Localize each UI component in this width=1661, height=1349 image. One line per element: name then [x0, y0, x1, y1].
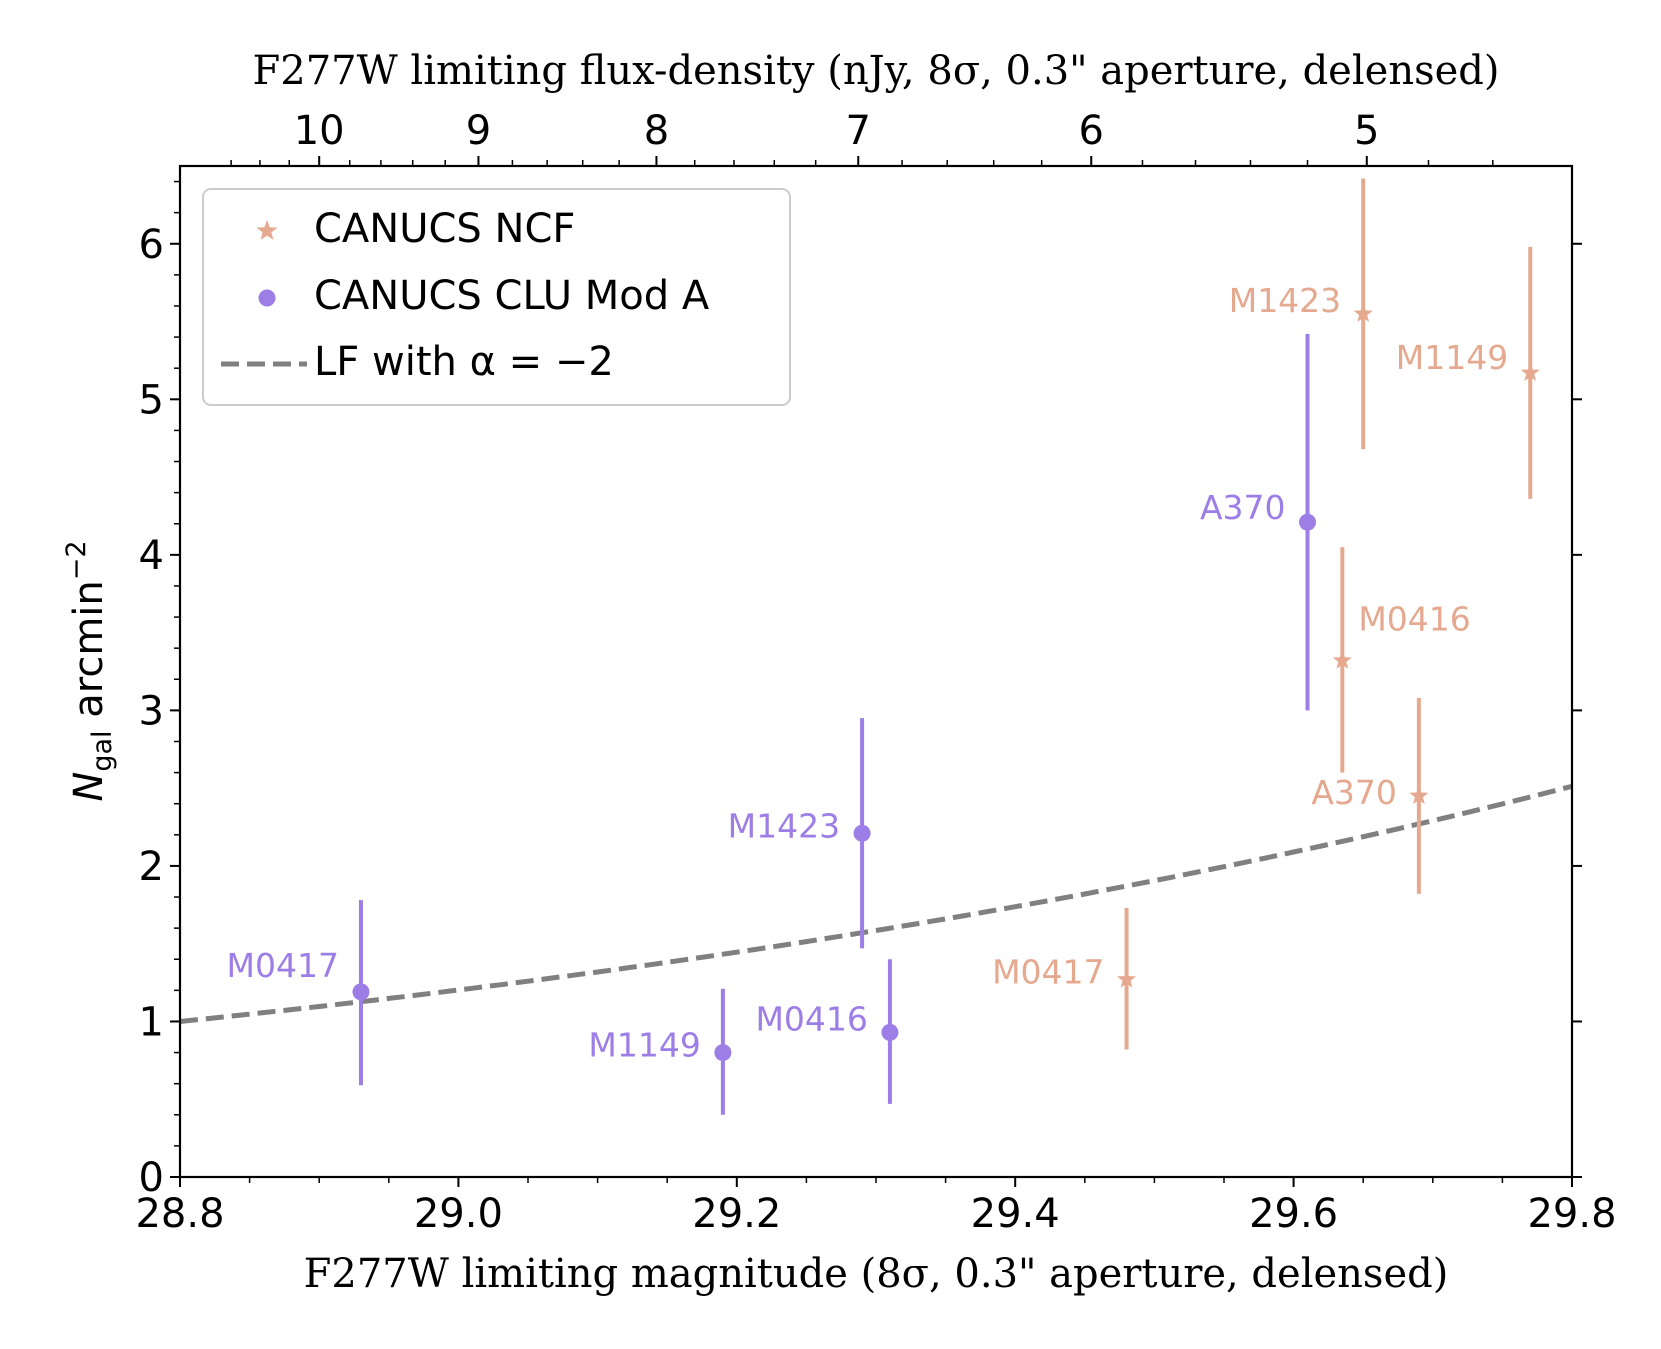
y-label-sup: −2	[61, 540, 92, 580]
lf-curve	[180, 783, 1572, 1024]
point-label: M0417	[226, 946, 338, 985]
legend: CANUCS NCF CANUCS CLU Mod A LF with α = …	[202, 188, 791, 406]
y-tick-label: 5	[139, 377, 164, 423]
legend-star-marker	[256, 220, 278, 240]
point-label: M0417	[992, 952, 1104, 991]
x-axis-label: F277W limiting magnitude (8σ, 0.3" apert…	[304, 1251, 1449, 1297]
top-tick-label: 10	[294, 108, 345, 154]
x-tick-label: 28.8	[135, 1191, 224, 1237]
point-label: M1149	[588, 1026, 700, 1065]
y-tick-label: 3	[139, 688, 164, 734]
plot-area	[180, 178, 1572, 1115]
point-label: M1423	[1229, 281, 1341, 320]
y-tick-label: 2	[139, 844, 164, 890]
x-tick-label: 29.2	[692, 1191, 781, 1237]
point-label: M1149	[1396, 338, 1508, 377]
data-markers	[352, 303, 1540, 1062]
y-axis-label: Ngal arcmin−2	[61, 540, 118, 801]
point-labels: M1423 M1149 M0416 A370 M0417 A370 M1423 M0417 M1…	[226, 281, 1508, 1065]
y-tick-label: 0	[139, 1155, 164, 1201]
y-tick-label: 6	[139, 222, 164, 268]
point-label: A370	[1311, 773, 1397, 812]
circle-marker	[1299, 513, 1317, 531]
svg-text:Ngal arcmin−2: Ngal arcmin−2	[61, 540, 118, 801]
legend-label-lf: LF with α = −2	[314, 339, 614, 385]
circle-marker	[881, 1023, 899, 1041]
x-tick-label: 29.6	[1249, 1191, 1338, 1237]
top-tick-label: 6	[1079, 108, 1104, 154]
circle-marker	[352, 983, 370, 1001]
top-tick-label: 7	[846, 108, 871, 154]
legend-label-clu: CANUCS CLU Mod A	[314, 273, 710, 319]
star-marker	[1353, 303, 1373, 322]
top-tick-label: 9	[466, 108, 491, 154]
x-tick-label: 29.4	[971, 1191, 1060, 1237]
legend-label-ncf: CANUCS NCF	[314, 206, 575, 252]
point-label: M1423	[728, 806, 840, 845]
y-tick-label: 4	[139, 533, 164, 579]
y-label-rest: arcmin	[66, 580, 112, 730]
star-marker	[1520, 362, 1540, 381]
y-label-main: N	[66, 772, 112, 802]
x-tick-label: 29.8	[1527, 1191, 1616, 1237]
point-label: A370	[1200, 488, 1286, 527]
x-tick-label: 29.0	[414, 1191, 503, 1237]
circle-marker	[853, 824, 871, 842]
top-tick-label: 5	[1354, 108, 1379, 154]
top-axis-label: F277W limiting flux-density (nJy, 8σ, 0.…	[253, 48, 1500, 94]
star-marker	[1332, 650, 1352, 669]
point-label: M0416	[1358, 600, 1470, 639]
axis-ticks: 28.8 29.0 29.2 29.4 29.6 29.8 0 1 2 3 4 5 6 10 9 8 7 6 5	[135, 108, 1616, 1237]
top-tick-label: 8	[644, 108, 669, 154]
legend-box	[202, 188, 791, 406]
y-label-sub: gal	[87, 730, 118, 771]
circle-marker	[714, 1044, 732, 1062]
point-label: M0416	[755, 999, 867, 1038]
y-tick-label: 1	[139, 999, 164, 1045]
star-marker	[1409, 785, 1429, 804]
star-marker	[1117, 969, 1137, 988]
legend-circle-marker	[258, 289, 276, 307]
